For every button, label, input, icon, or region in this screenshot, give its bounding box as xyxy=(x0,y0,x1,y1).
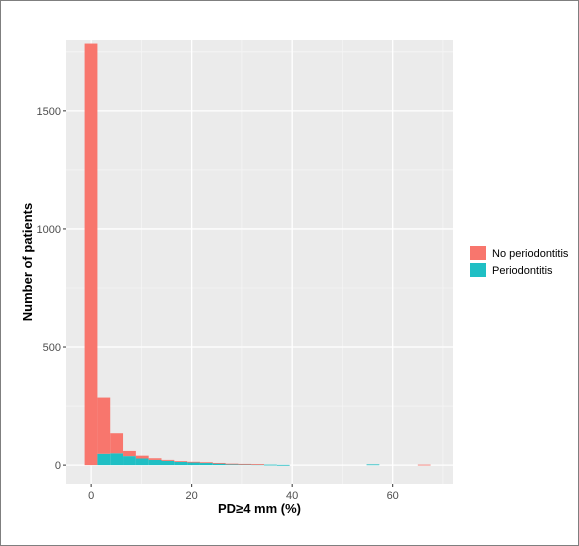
y-tick-label: 1500 xyxy=(37,106,61,118)
bar-periodontitis xyxy=(366,464,380,466)
bar-periodontitis xyxy=(225,463,239,466)
bar-no-periodontitis xyxy=(417,464,431,466)
bar-periodontitis xyxy=(135,458,149,466)
x-tick-label: 0 xyxy=(88,490,94,502)
bar-no-periodontitis xyxy=(135,455,149,459)
x-tick-label: 40 xyxy=(286,490,298,502)
x-axis-title: PD≥4 mm (%) xyxy=(218,501,301,516)
bar-periodontitis xyxy=(174,461,188,466)
legend-key-no-periodontitis xyxy=(470,246,486,260)
x-tick-label: 20 xyxy=(186,490,198,502)
y-axis-title: Number of patients xyxy=(20,203,35,321)
plot-panel xyxy=(66,40,453,484)
bar-periodontitis xyxy=(276,464,290,466)
grid-minor xyxy=(66,40,453,484)
bar-periodontitis xyxy=(110,453,124,466)
y-tick-label: 0 xyxy=(55,460,61,472)
legend: No periodontitis Periodontitis xyxy=(470,246,569,277)
bar-no-periodontitis xyxy=(187,461,200,463)
bar-no-periodontitis xyxy=(97,397,111,454)
bars xyxy=(84,43,431,466)
bar-periodontitis xyxy=(148,459,162,466)
bar-no-periodontitis xyxy=(161,459,175,461)
bar-no-periodontitis xyxy=(238,463,252,465)
x-axis: 0 20 40 60 xyxy=(88,484,399,502)
bar-periodontitis xyxy=(123,456,136,466)
y-axis: 0 500 1000 1500 xyxy=(37,106,66,472)
x-tick-label: 60 xyxy=(387,490,399,502)
bar-periodontitis xyxy=(97,453,111,466)
bar-no-periodontitis xyxy=(110,433,124,454)
legend-label-no-periodontitis: No periodontitis xyxy=(492,248,569,260)
y-tick-label: 500 xyxy=(43,342,61,354)
y-tick-label: 1000 xyxy=(37,224,61,236)
bar-no-periodontitis xyxy=(84,43,98,466)
bar-no-periodontitis xyxy=(225,463,239,465)
bar-periodontitis xyxy=(212,463,226,466)
bar-no-periodontitis xyxy=(123,450,136,457)
legend-key-periodontitis xyxy=(470,263,486,277)
bar-periodontitis xyxy=(264,464,277,466)
bar-no-periodontitis xyxy=(148,458,162,460)
bar-periodontitis xyxy=(187,462,200,466)
bar-no-periodontitis xyxy=(251,464,265,465)
bar-no-periodontitis xyxy=(199,462,213,464)
bar-no-periodontitis xyxy=(174,461,188,462)
bar-periodontitis xyxy=(199,462,213,466)
legend-label-periodontitis: Periodontitis xyxy=(492,265,553,277)
bar-periodontitis xyxy=(161,460,175,466)
bar-no-periodontitis xyxy=(212,462,226,464)
